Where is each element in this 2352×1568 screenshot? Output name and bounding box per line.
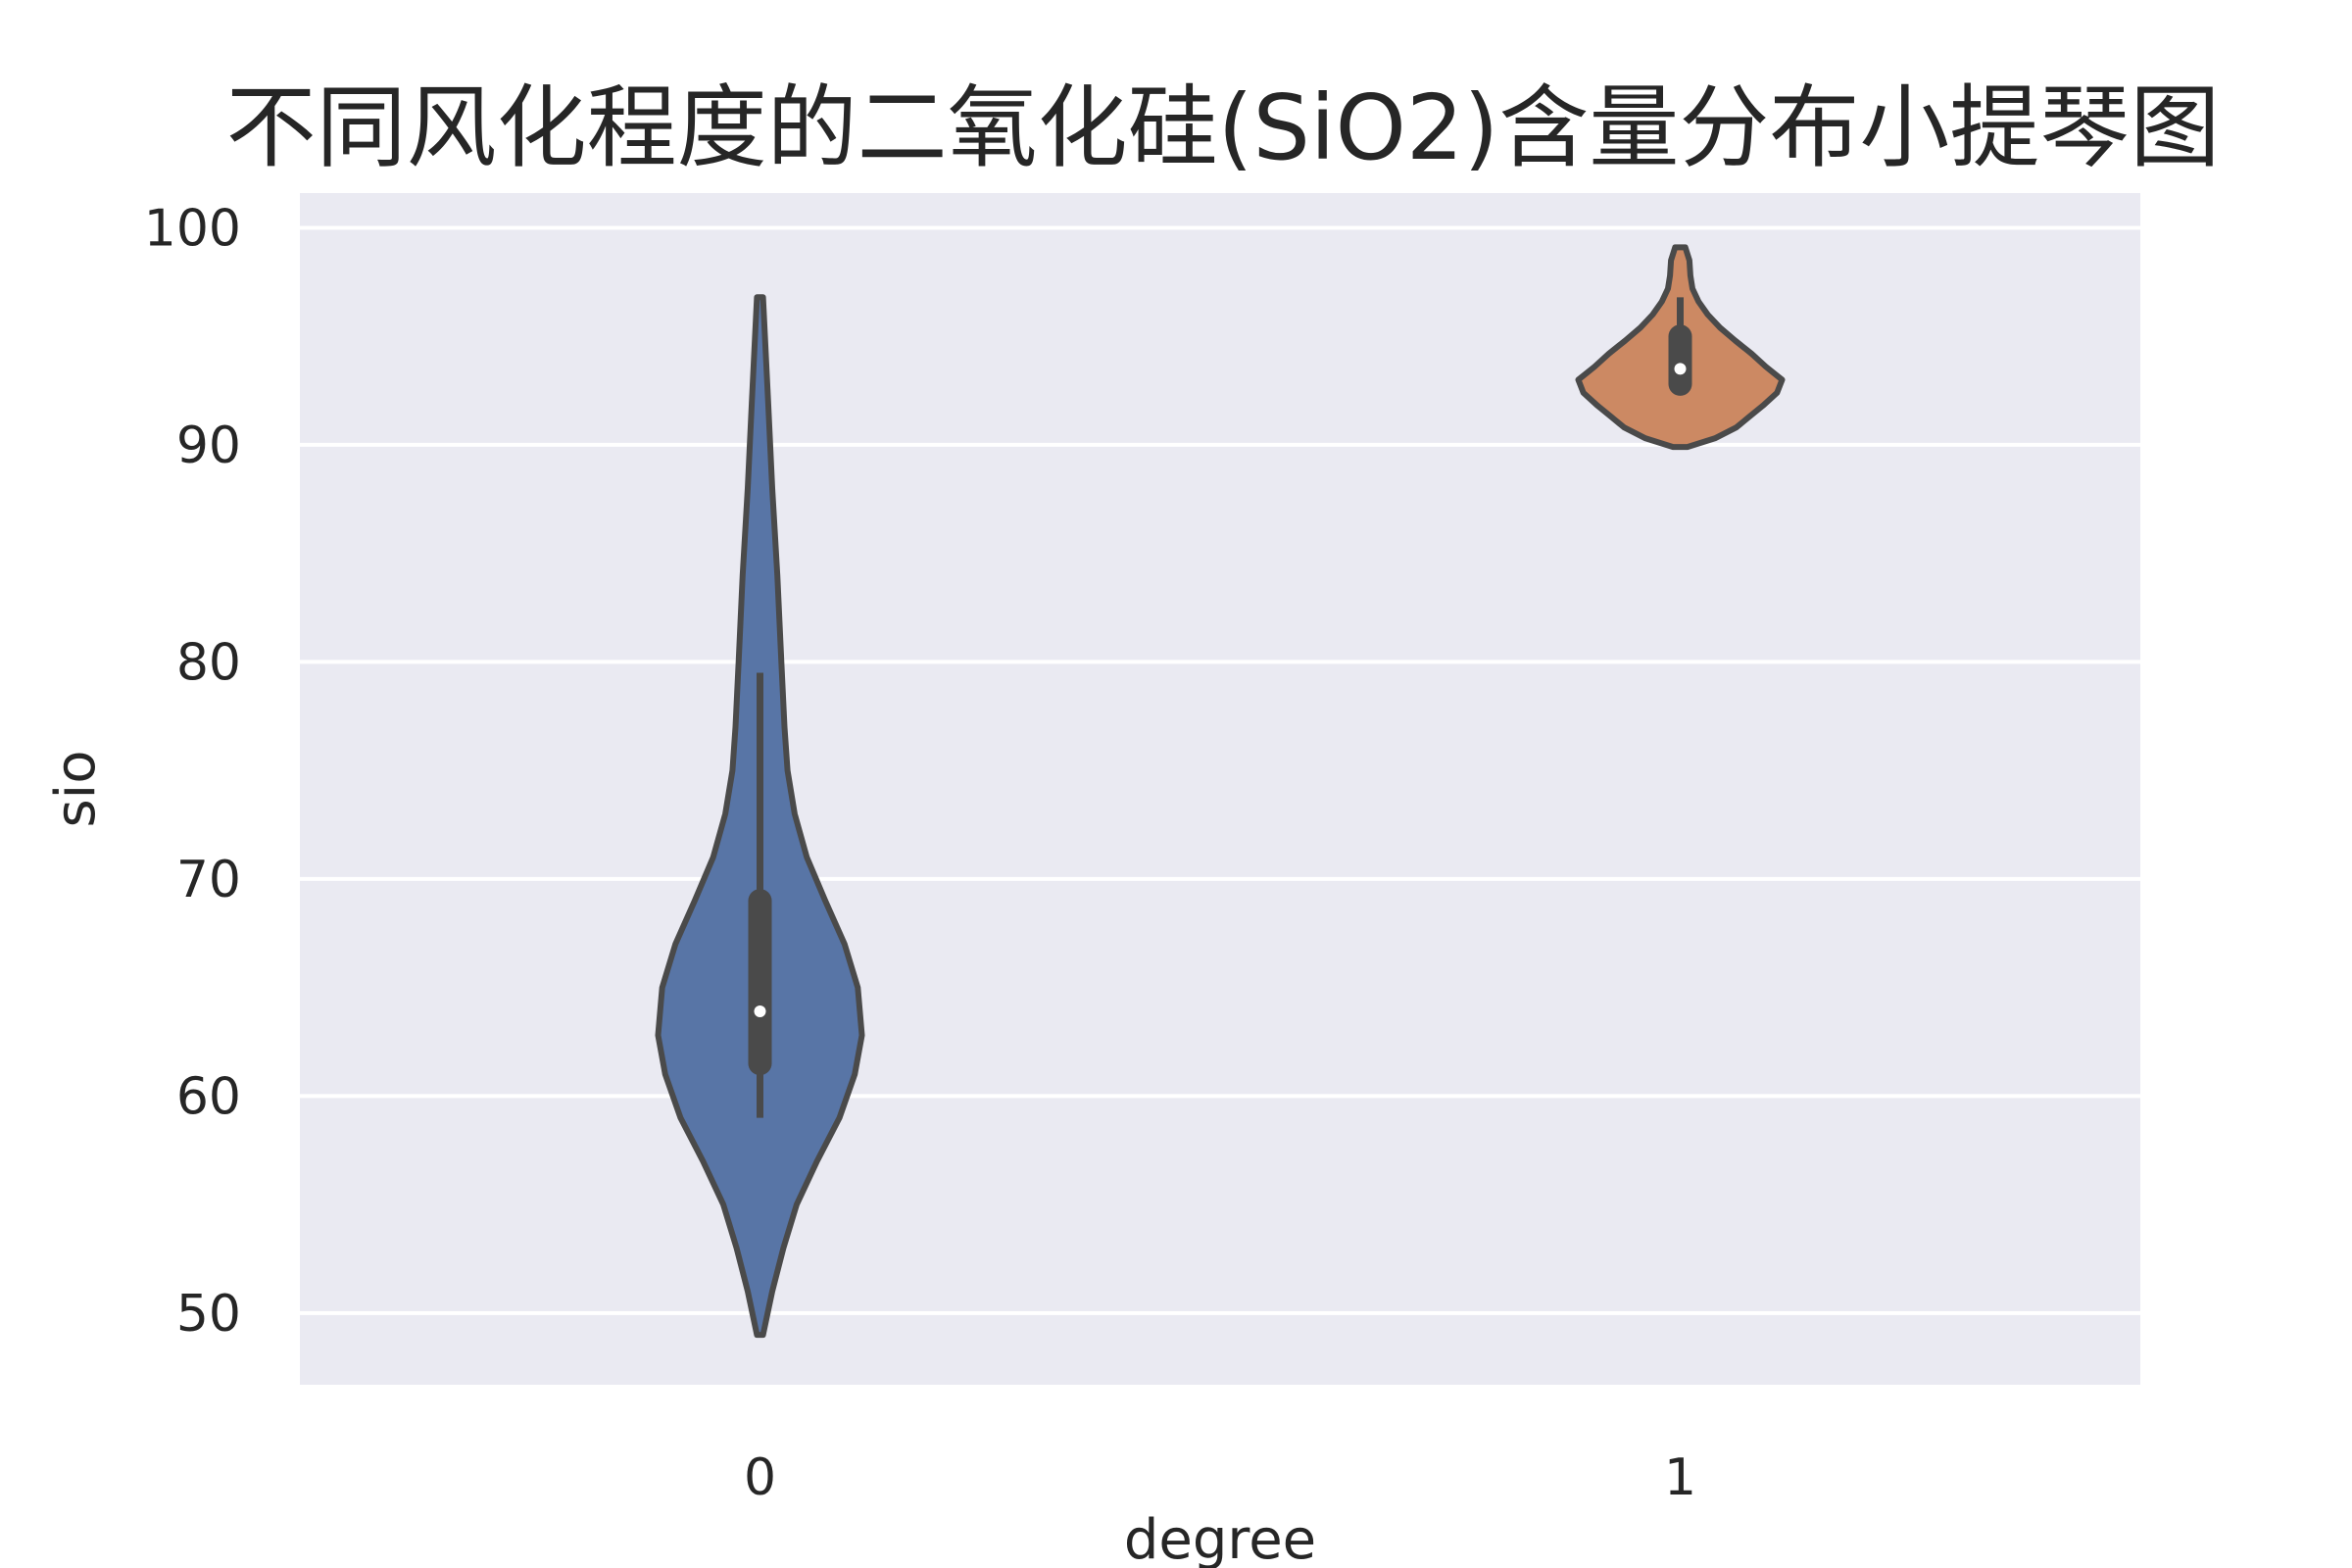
chart-title: 不同风化程度的二氧化硅(SiO2)含量分布小提琴图 [226, 75, 2221, 180]
y-tick-label: 100 [144, 199, 241, 258]
y-tick-label: 50 [176, 1285, 241, 1344]
median-point-1 [1674, 363, 1687, 375]
y-tick-label: 90 [176, 416, 241, 475]
x-tick-label: 0 [744, 1448, 776, 1507]
y-tick-label: 60 [176, 1067, 241, 1126]
gridlines [300, 225, 2140, 1315]
violins [655, 244, 1786, 1339]
x-axis-title: degree [1124, 1508, 1316, 1568]
y-tick-label: 80 [176, 633, 241, 692]
plot-area [300, 193, 2140, 1385]
y-axis-title: sio [44, 751, 108, 828]
median-point-0 [754, 1005, 766, 1018]
y-axis-ticks: 50 60 70 80 90 100 [144, 199, 241, 1343]
x-tick-label: 1 [1664, 1448, 1696, 1507]
y-tick-label: 70 [176, 851, 241, 909]
